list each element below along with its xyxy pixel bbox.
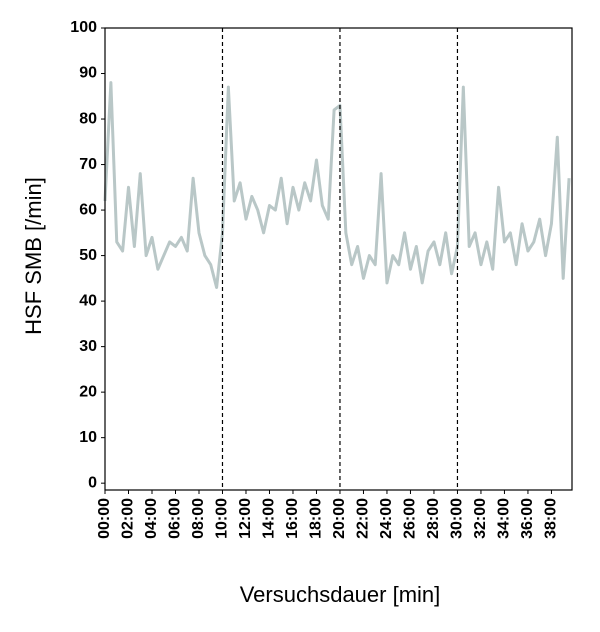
y-tick-label: 60	[79, 201, 97, 218]
x-tick-label: 32:00	[472, 498, 489, 539]
x-tick-label: 14:00	[261, 498, 278, 539]
y-tick-label: 20	[79, 383, 97, 400]
x-tick-label: 36:00	[519, 498, 536, 539]
y-tick-label: 30	[79, 338, 97, 355]
x-tick-label: 26:00	[402, 498, 419, 539]
x-axis-label: Versuchsdauer [min]	[240, 582, 441, 607]
x-tick-label: 30:00	[449, 498, 466, 539]
x-tick-label: 06:00	[167, 498, 184, 539]
x-tick-label: 16:00	[284, 498, 301, 539]
plot-frame	[104, 27, 573, 491]
x-tick-label: 02:00	[120, 498, 137, 539]
y-tick-label: 70	[79, 156, 97, 173]
x-tick-label: 20:00	[331, 498, 348, 539]
x-tick-label: 28:00	[425, 498, 442, 539]
y-tick-label: 80	[79, 110, 97, 127]
x-tick-label: 10:00	[214, 498, 231, 539]
y-tick-label: 100	[70, 19, 97, 36]
x-tick-label: 34:00	[496, 498, 513, 539]
y-tick-label: 40	[79, 292, 97, 309]
y-tick-label: 50	[79, 247, 97, 264]
line-series	[103, 81, 571, 289]
y-axis-label: HSF SMB [/min]	[21, 177, 46, 335]
y-tick-label: 90	[79, 65, 97, 82]
x-tick-label: 08:00	[190, 498, 207, 539]
x-tick-label: 18:00	[308, 498, 325, 539]
x-tick-label: 22:00	[355, 498, 372, 539]
x-tick-label: 24:00	[378, 498, 395, 539]
x-tick-label: 38:00	[543, 498, 560, 539]
y-tick-label: 10	[79, 429, 97, 446]
x-tick-label: 00:00	[96, 498, 113, 539]
x-tick-label: 04:00	[143, 498, 160, 539]
x-tick-label: 12:00	[237, 498, 254, 539]
y-tick-label: 0	[88, 474, 97, 491]
